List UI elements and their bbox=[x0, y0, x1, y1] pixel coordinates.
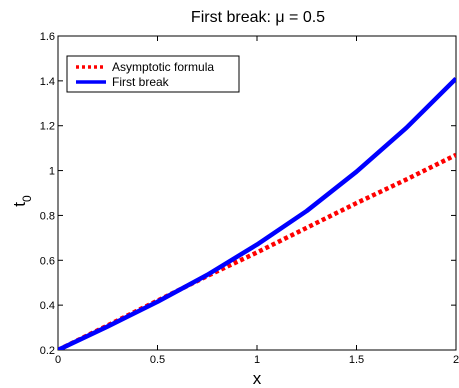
first-break-line bbox=[58, 77, 456, 350]
y-tick-label: 1.2 bbox=[40, 121, 55, 133]
y-tick-label: 0.2 bbox=[40, 345, 55, 357]
x-axis-label: x bbox=[253, 369, 262, 388]
legend-first-break-label: First break bbox=[112, 75, 170, 89]
y-tick-label: 0.4 bbox=[40, 300, 55, 312]
y-axis-label-base: t bbox=[10, 202, 29, 207]
y-tick-label: 1 bbox=[49, 166, 55, 178]
y-axis-label: t0 bbox=[10, 195, 34, 207]
series-layer bbox=[58, 77, 456, 350]
x-tick-label: 0 bbox=[55, 354, 61, 366]
legend-box bbox=[66, 55, 240, 93]
y-axis-label-subscript: 0 bbox=[20, 195, 34, 202]
y-tick-label: 0.6 bbox=[40, 255, 55, 267]
chart-title: First break: μ = 0.5 bbox=[191, 9, 325, 26]
x-tick-label: 0.5 bbox=[150, 354, 165, 366]
y-tick-label: 1.6 bbox=[40, 31, 55, 43]
x-tick-label: 1 bbox=[254, 354, 260, 366]
x-tick-label: 2 bbox=[453, 354, 459, 366]
legend: Asymptotic formula First break bbox=[66, 55, 240, 93]
y-tick-label: 0.8 bbox=[40, 210, 55, 222]
axis-ticks: 0 0.5 1 1.5 2 0.2 0.4 0.6 0.8 1 1.2 1.4 1.6 bbox=[40, 31, 459, 366]
x-tick-label: 1.5 bbox=[349, 354, 364, 366]
legend-asymptotic-label: Asymptotic formula bbox=[112, 60, 214, 74]
y-tick-label: 1.4 bbox=[40, 76, 55, 88]
